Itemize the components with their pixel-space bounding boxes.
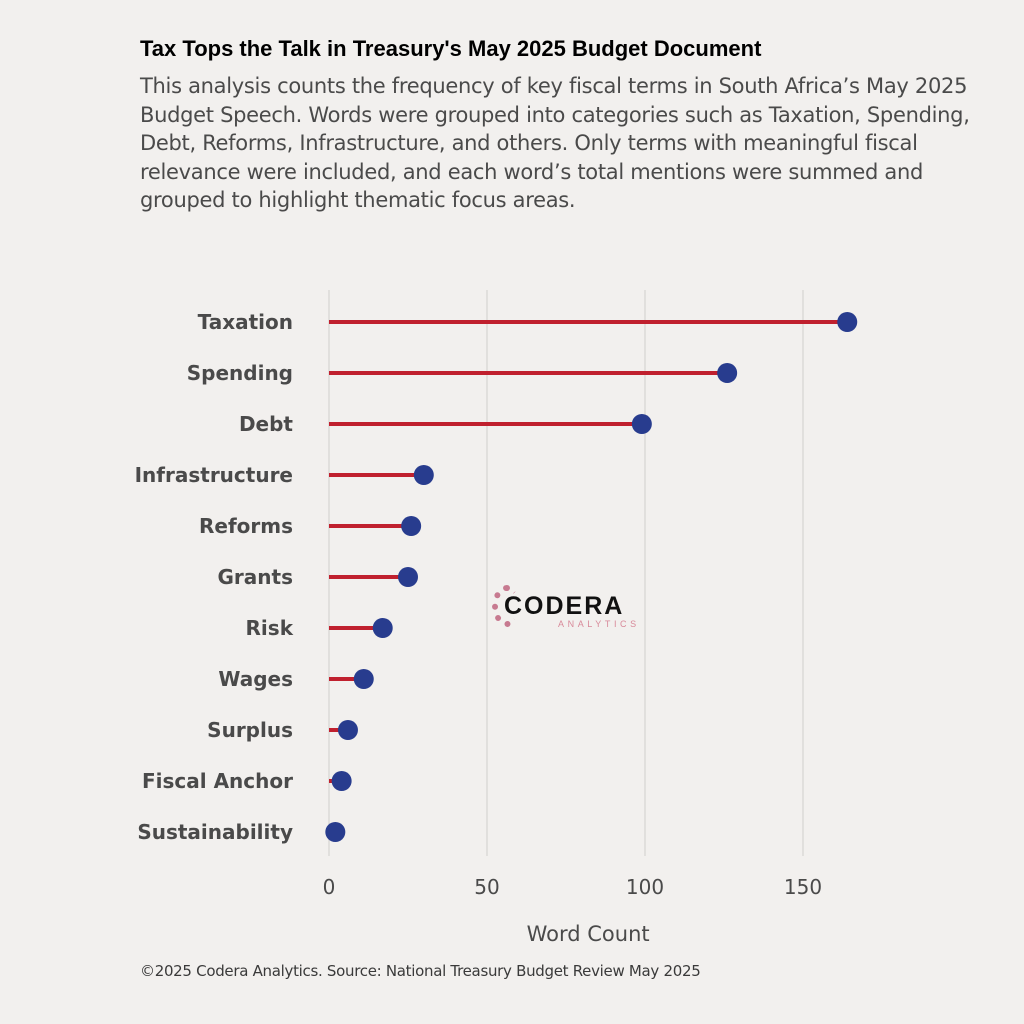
category-label: Debt <box>239 412 293 436</box>
x-tick-label: 0 <box>323 875 336 899</box>
category-label: Spending <box>187 361 293 385</box>
lollipop-dot <box>398 567 418 587</box>
lollipop-dot <box>631 414 652 434</box>
logo-mark-icon <box>492 585 522 627</box>
x-axis-title: Word Count <box>527 922 650 946</box>
logo-subtext: ANALYTICS <box>558 619 640 629</box>
lollipop-dot <box>325 822 346 842</box>
lollipop-dot <box>331 771 352 791</box>
x-tick-label: 100 <box>626 875 664 899</box>
chart-subtitle: This analysis counts the frequency of ke… <box>140 74 970 212</box>
category-label: Surplus <box>207 718 293 742</box>
chart-caption: ©2025 Codera Analytics. Source: National… <box>140 962 701 980</box>
chart-title: Tax Tops the Talk in Treasury's May 2025… <box>140 36 762 61</box>
category-label: Taxation <box>198 310 293 334</box>
lollipop-dot <box>353 669 374 689</box>
category-label: Fiscal Anchor <box>142 769 293 793</box>
category-label: Wages <box>218 667 293 691</box>
lollipop-dot <box>401 516 422 536</box>
lollipop-dot <box>837 312 858 332</box>
category-label: Risk <box>246 616 294 640</box>
category-label: Sustainability <box>137 820 293 844</box>
logo-wordmark: CODERA <box>504 592 625 620</box>
category-label: Reforms <box>199 514 293 538</box>
category-label: Infrastructure <box>135 463 293 487</box>
x-tick-label: 50 <box>474 875 499 899</box>
x-tick-label: 150 <box>784 875 822 899</box>
lollipop-dot <box>413 465 434 485</box>
lollipop-dot <box>337 720 358 740</box>
category-label: Grants <box>218 565 293 589</box>
lollipop-dot <box>372 618 393 638</box>
lollipop-dot <box>717 363 738 383</box>
